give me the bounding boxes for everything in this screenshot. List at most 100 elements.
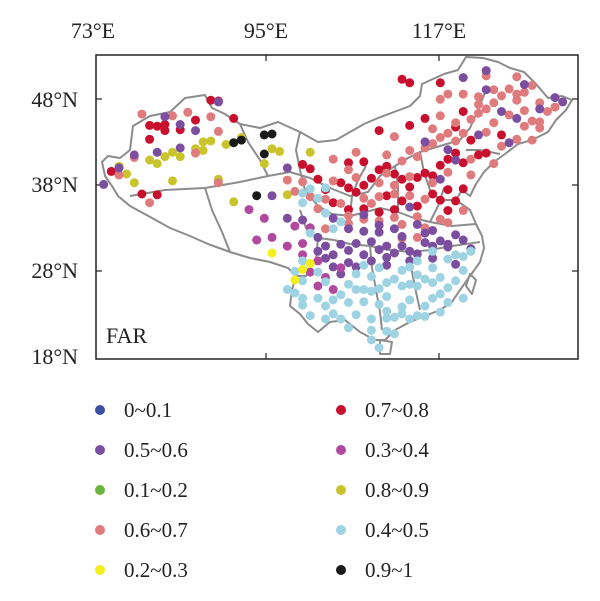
station-point bbox=[497, 107, 506, 116]
station-point bbox=[313, 293, 323, 303]
station-point bbox=[542, 107, 552, 116]
station-point bbox=[175, 120, 185, 129]
station-point bbox=[550, 93, 560, 103]
legend-label: 0.4~0.5 bbox=[365, 518, 429, 542]
station-point bbox=[374, 284, 384, 294]
station-point bbox=[328, 154, 338, 164]
station-point bbox=[282, 175, 292, 185]
station-point bbox=[474, 92, 483, 102]
station-point bbox=[336, 263, 346, 273]
station-point bbox=[435, 272, 445, 282]
station-point bbox=[351, 147, 361, 157]
legend-item: 0.1~0.2 bbox=[95, 478, 188, 502]
station-point bbox=[229, 197, 239, 207]
legend-label: 0.2~0.3 bbox=[124, 558, 188, 582]
station-point bbox=[321, 208, 330, 218]
station-point bbox=[435, 133, 445, 142]
station-point bbox=[213, 126, 223, 136]
station-point bbox=[382, 161, 392, 171]
station-point bbox=[420, 168, 430, 178]
station-point bbox=[344, 165, 353, 175]
station-point bbox=[504, 84, 514, 94]
legend-label: 0.1~0.2 bbox=[124, 478, 188, 502]
station-point bbox=[137, 109, 147, 119]
station-point bbox=[298, 265, 308, 274]
legend-label: 0~0.1 bbox=[124, 398, 172, 422]
legend-label: 0.6~0.7 bbox=[124, 518, 188, 542]
station-point bbox=[359, 285, 369, 294]
station-point bbox=[267, 191, 277, 201]
station-point bbox=[420, 113, 430, 123]
station-point bbox=[351, 310, 361, 320]
station-point bbox=[412, 232, 422, 242]
station-point bbox=[412, 281, 422, 291]
station-point bbox=[366, 325, 376, 335]
station-point bbox=[489, 85, 499, 95]
station-point bbox=[321, 241, 330, 251]
station-point bbox=[344, 298, 353, 307]
station-point bbox=[428, 139, 438, 149]
station-point bbox=[213, 97, 223, 107]
station-point bbox=[168, 111, 177, 121]
station-point bbox=[412, 173, 422, 182]
station-point bbox=[428, 263, 438, 273]
y-tick-label-48N: 48°N bbox=[31, 87, 78, 112]
legend-swatch bbox=[95, 565, 105, 575]
station-point bbox=[435, 307, 445, 317]
station-point bbox=[405, 78, 415, 88]
station-point bbox=[351, 239, 361, 248]
station-point bbox=[397, 196, 407, 206]
legend-item: 0.7~0.8 bbox=[336, 398, 429, 422]
station-point bbox=[382, 306, 392, 316]
station-point bbox=[420, 311, 430, 321]
station-point bbox=[389, 224, 399, 234]
station-point bbox=[267, 232, 277, 242]
station-point bbox=[282, 213, 292, 223]
station-point bbox=[389, 329, 399, 339]
station-point bbox=[535, 117, 545, 127]
station-point bbox=[466, 246, 476, 256]
station-point bbox=[374, 207, 384, 217]
station-point bbox=[122, 169, 132, 179]
station-point bbox=[328, 250, 338, 260]
station-point bbox=[420, 238, 430, 248]
station-point bbox=[359, 210, 369, 220]
station-point bbox=[321, 253, 330, 263]
station-point bbox=[389, 205, 399, 215]
station-point bbox=[359, 297, 369, 307]
station-point bbox=[443, 283, 453, 293]
station-point bbox=[389, 248, 399, 258]
station-point bbox=[397, 302, 407, 312]
station-point bbox=[221, 140, 231, 149]
station-point bbox=[290, 266, 300, 276]
station-point bbox=[359, 193, 369, 203]
station-point bbox=[412, 249, 422, 259]
station-point bbox=[474, 150, 483, 160]
station-point bbox=[175, 143, 185, 153]
station-point bbox=[305, 267, 315, 277]
station-point bbox=[351, 269, 361, 279]
station-point bbox=[451, 148, 461, 158]
station-point bbox=[435, 236, 445, 246]
station-point bbox=[435, 214, 445, 224]
y-tick-label-28N: 28°N bbox=[31, 258, 78, 283]
station-point bbox=[458, 107, 468, 116]
station-point bbox=[298, 293, 308, 303]
station-point bbox=[290, 186, 300, 196]
station-point bbox=[267, 144, 277, 154]
station-point bbox=[550, 102, 560, 112]
station-point bbox=[435, 289, 445, 299]
station-point bbox=[282, 190, 292, 200]
station-point bbox=[504, 110, 514, 120]
station-point bbox=[451, 230, 461, 240]
station-point bbox=[252, 191, 262, 201]
station-point bbox=[443, 206, 453, 215]
station-point bbox=[435, 195, 445, 205]
legend-label: 0.9~1 bbox=[365, 558, 413, 582]
legend-label: 0.5~0.6 bbox=[124, 438, 188, 462]
station-point bbox=[213, 178, 223, 188]
legend-swatch bbox=[336, 405, 346, 415]
station-point bbox=[389, 274, 399, 284]
station-point bbox=[259, 159, 269, 169]
station-point bbox=[428, 293, 438, 303]
